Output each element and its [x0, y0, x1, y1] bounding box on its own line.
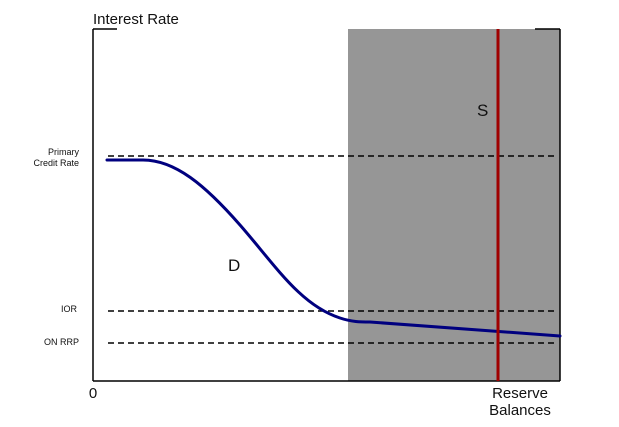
- primary-credit-rate-label-line1: Primary: [48, 147, 79, 157]
- y-axis-label: Interest Rate: [93, 11, 179, 28]
- supply-curve-label: S: [477, 101, 488, 120]
- origin-label: 0: [89, 385, 97, 402]
- primary-credit-rate-label-line2: Credit Rate: [33, 158, 79, 168]
- on-rrp-label: ON RRP: [44, 337, 79, 347]
- demand-curve: [105, 158, 562, 338]
- x-axis-label-line2: Balances: [489, 402, 551, 419]
- ior-label: IOR: [61, 304, 78, 314]
- x-axis-label-line1: Reserve: [492, 385, 548, 402]
- demand-curve-label: D: [228, 256, 240, 275]
